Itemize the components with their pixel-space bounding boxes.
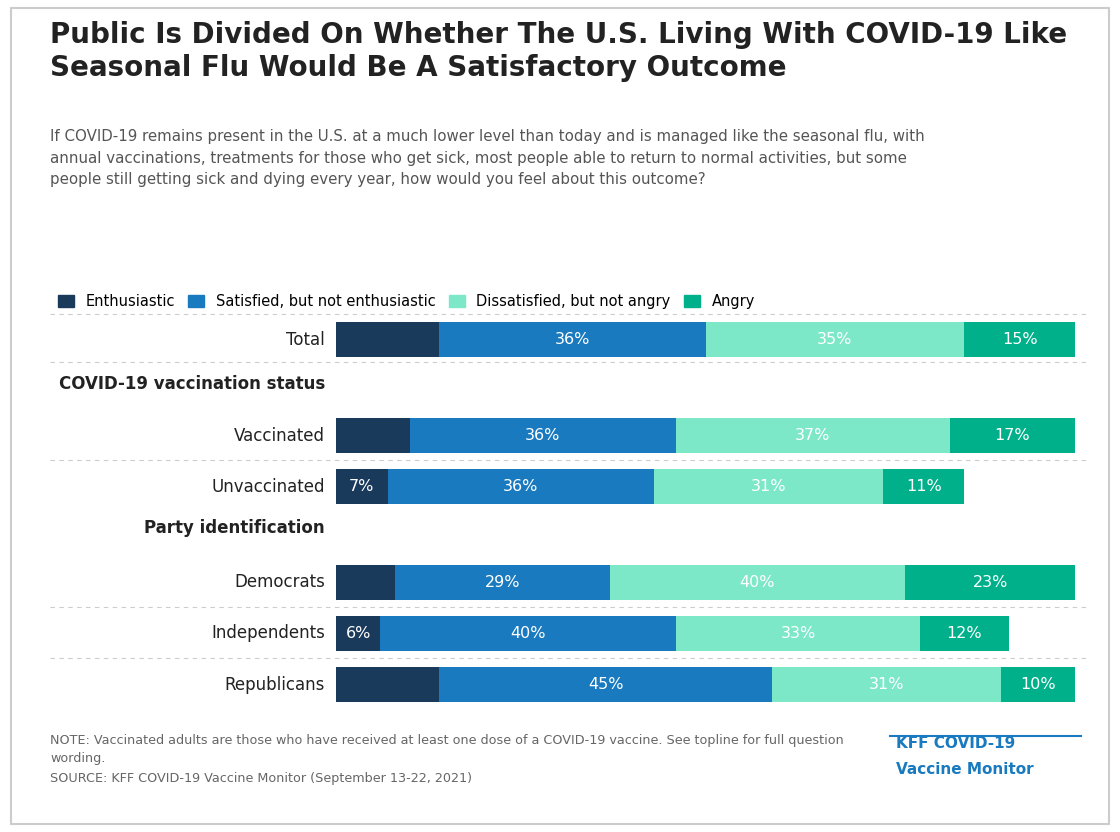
- Bar: [336, 322, 439, 357]
- Bar: [336, 667, 439, 702]
- Text: 35%: 35%: [818, 332, 852, 347]
- Bar: [950, 418, 1075, 453]
- Text: 36%: 36%: [525, 428, 561, 443]
- Bar: [336, 565, 395, 600]
- Text: 40%: 40%: [739, 575, 775, 590]
- Text: 29%: 29%: [485, 575, 520, 590]
- Text: 40%: 40%: [511, 626, 545, 641]
- Bar: [381, 616, 676, 651]
- Bar: [772, 667, 1001, 702]
- Bar: [410, 418, 676, 453]
- Bar: [395, 565, 609, 600]
- Text: 17%: 17%: [995, 428, 1030, 443]
- Text: Public Is Divided On Whether The U.S. Living With COVID-19 Like
Seasonal Flu Wou: Public Is Divided On Whether The U.S. Li…: [50, 21, 1067, 82]
- Bar: [920, 616, 1009, 651]
- Text: Republicans: Republicans: [224, 676, 325, 694]
- Bar: [706, 322, 964, 357]
- Bar: [439, 667, 772, 702]
- Text: 36%: 36%: [503, 479, 539, 494]
- Text: 33%: 33%: [781, 626, 815, 641]
- Bar: [439, 322, 706, 357]
- Text: Party identification: Party identification: [144, 519, 325, 537]
- Text: 31%: 31%: [869, 677, 905, 692]
- Text: 23%: 23%: [972, 575, 1008, 590]
- Text: If COVID-19 remains present in the U.S. at a much lower level than today and is : If COVID-19 remains present in the U.S. …: [50, 129, 925, 187]
- Bar: [336, 469, 388, 504]
- Text: 45%: 45%: [588, 677, 624, 692]
- Legend: Enthusiastic, Satisfied, but not enthusiastic, Dissatisfied, but not angry, Angr: Enthusiastic, Satisfied, but not enthusi…: [58, 295, 755, 310]
- Text: 6%: 6%: [345, 626, 371, 641]
- Bar: [336, 418, 410, 453]
- Text: 36%: 36%: [554, 332, 590, 347]
- Text: Independents: Independents: [211, 625, 325, 642]
- Text: 31%: 31%: [750, 479, 786, 494]
- Text: 7%: 7%: [349, 479, 374, 494]
- Bar: [609, 565, 905, 600]
- Bar: [905, 565, 1075, 600]
- Bar: [654, 469, 883, 504]
- Text: Unvaccinated: Unvaccinated: [212, 478, 325, 496]
- Text: Total: Total: [286, 331, 325, 349]
- Text: COVID-19 vaccination status: COVID-19 vaccination status: [58, 375, 325, 394]
- Text: 15%: 15%: [1002, 332, 1037, 347]
- Text: 11%: 11%: [906, 479, 942, 494]
- Bar: [964, 322, 1075, 357]
- Text: NOTE: Vaccinated adults are those who have received at least one dose of a COVID: NOTE: Vaccinated adults are those who ha…: [50, 734, 844, 765]
- Text: Vaccinated: Vaccinated: [234, 427, 325, 444]
- Text: KFF COVID-19
Vaccine Monitor: KFF COVID-19 Vaccine Monitor: [896, 736, 1034, 777]
- Bar: [676, 616, 920, 651]
- Bar: [883, 469, 964, 504]
- Text: 10%: 10%: [1020, 677, 1056, 692]
- Bar: [676, 418, 950, 453]
- Text: SOURCE: KFF COVID-19 Vaccine Monitor (September 13-22, 2021): SOURCE: KFF COVID-19 Vaccine Monitor (Se…: [50, 772, 473, 785]
- Bar: [388, 469, 654, 504]
- Text: 12%: 12%: [946, 626, 982, 641]
- Bar: [1001, 667, 1075, 702]
- Text: Democrats: Democrats: [234, 573, 325, 592]
- Bar: [336, 616, 381, 651]
- Text: 37%: 37%: [795, 428, 830, 443]
